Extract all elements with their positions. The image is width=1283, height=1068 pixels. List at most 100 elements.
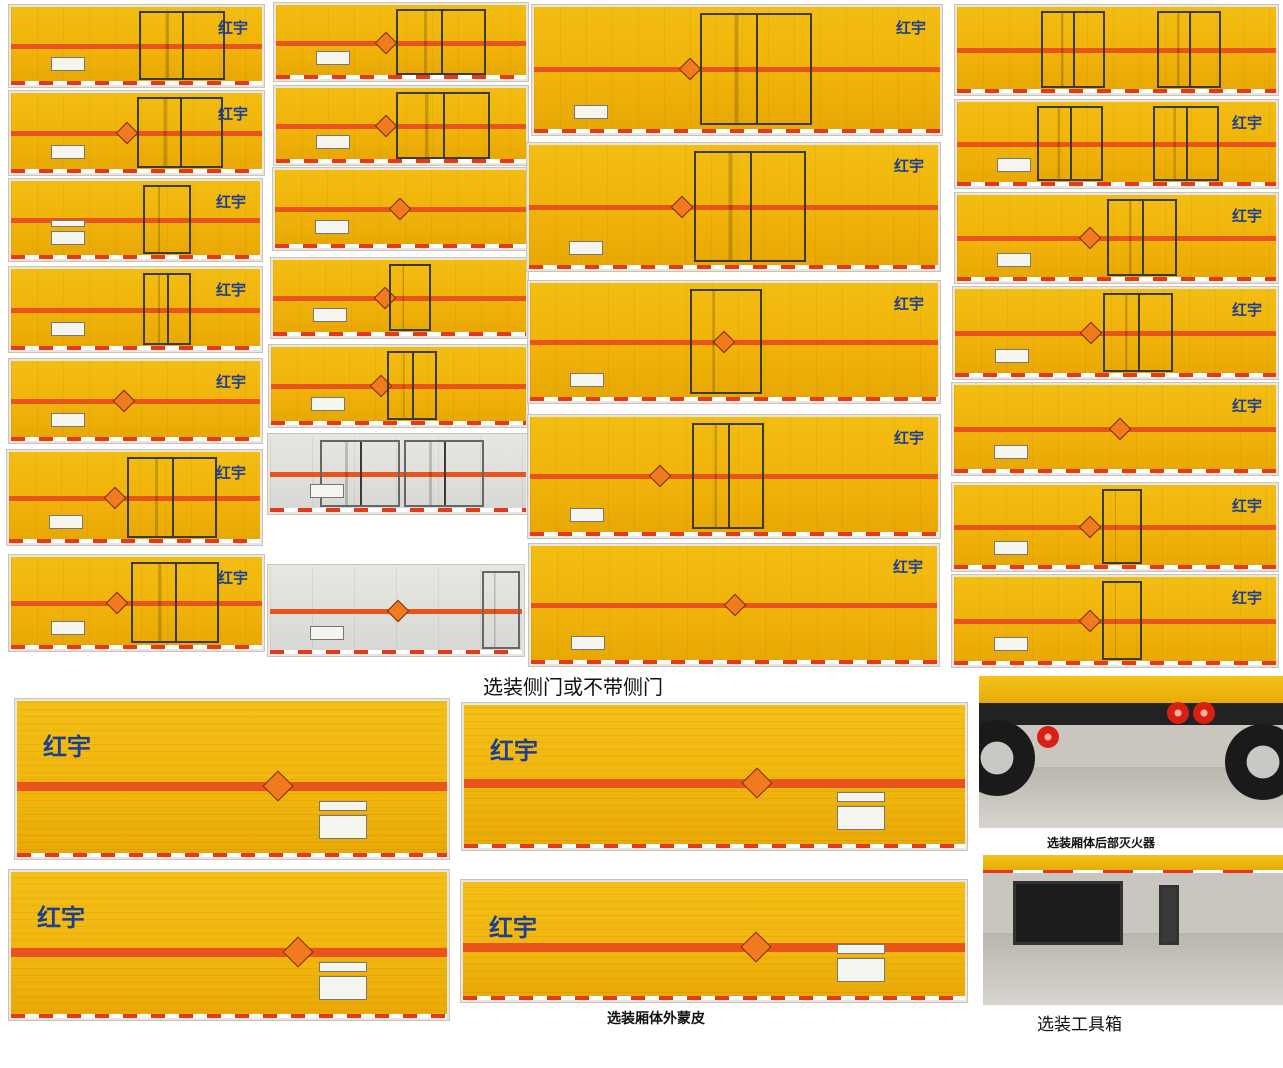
info-plate (570, 373, 604, 387)
side-door (1157, 11, 1221, 88)
reflective-band (276, 159, 526, 163)
brand-logo: 红宇 (1231, 397, 1262, 415)
van-body-panel (269, 345, 528, 427)
caption-outer-skin-option: 选装厢体外蒙皮 (607, 1011, 705, 1027)
side-door (143, 184, 191, 255)
hazard-diamond-sign (386, 599, 410, 623)
warning-stripe (276, 124, 526, 129)
info-plate (319, 962, 367, 972)
side-door (1153, 106, 1219, 181)
van-body-panel-grey (268, 565, 524, 656)
info-plate (51, 57, 85, 71)
hazard-diamond-sign (388, 198, 412, 221)
hazard-diamond-sign (723, 593, 747, 616)
side-door (396, 91, 490, 159)
side-door (1102, 489, 1142, 564)
side-door (1107, 199, 1177, 276)
hazard-diamond-sign (678, 58, 702, 81)
info-plate (571, 636, 605, 650)
wheel (1225, 724, 1283, 800)
info-plate (994, 637, 1028, 651)
brand-logo: 红宇 (37, 903, 85, 932)
reflective-band (955, 373, 1276, 377)
van-body-panel: 红宇 (528, 415, 940, 538)
hazard-diamond-sign (740, 931, 772, 963)
van-body-panel: 红宇 (9, 179, 262, 261)
brand-logo: 红宇 (1231, 589, 1262, 607)
warning-stripe (957, 142, 1276, 148)
info-plate (837, 806, 885, 830)
info-plate (51, 220, 85, 227)
van-body-panel-grey (268, 434, 528, 514)
warning-stripe (11, 399, 260, 405)
van-body-panel: 红宇 (527, 143, 940, 271)
side-door (690, 288, 762, 394)
caption-toolbox-option: 选装工具箱 (1037, 1015, 1122, 1035)
brand-logo: 红宇 (893, 295, 924, 313)
warning-stripe (954, 619, 1276, 625)
side-door (131, 561, 219, 644)
brand-logo: 红宇 (217, 569, 248, 587)
warning-stripe (464, 779, 965, 789)
hazard-diamond-sign (1078, 609, 1102, 633)
reflective-band (11, 346, 260, 350)
warning-stripe (530, 474, 938, 480)
van-body-panel: 红宇 (952, 575, 1278, 667)
info-plate (49, 515, 83, 529)
hazard-diamond-sign (1078, 226, 1102, 250)
side-door (396, 8, 486, 75)
info-plate (994, 445, 1028, 459)
info-plate (310, 484, 344, 498)
hazard-diamond-sign (262, 770, 294, 802)
reflective-band (957, 182, 1276, 186)
van-body-panel-skin: 红宇 (15, 699, 449, 859)
reflective-rail (983, 867, 1283, 873)
info-plate (837, 944, 885, 954)
reflective-band (271, 421, 526, 425)
brand-logo: 红宇 (1231, 114, 1262, 132)
warning-stripe (529, 204, 938, 210)
reflective-band (530, 397, 938, 401)
brand-logo: 红宇 (490, 736, 538, 765)
brand-logo: 红宇 (893, 157, 924, 175)
reflective-band (954, 565, 1276, 569)
hazard-diamond-sign (670, 195, 694, 218)
side-door (404, 439, 484, 508)
hazard-diamond-sign (374, 114, 398, 138)
hazard-diamond-sign (648, 464, 672, 488)
van-body-panel: 红宇 (9, 5, 264, 87)
reflective-band (957, 89, 1276, 93)
van-body-panel (271, 258, 528, 338)
reflective-band (11, 255, 260, 259)
brand-logo: 红宇 (43, 732, 91, 761)
info-plate (313, 308, 347, 322)
info-plate (994, 541, 1028, 555)
info-plate (316, 135, 350, 149)
side-door (143, 273, 191, 346)
side-door (389, 263, 431, 332)
cargo-box-underside (979, 676, 1283, 704)
warning-stripe (463, 943, 965, 953)
warning-stripe (276, 40, 526, 46)
info-plate (319, 815, 367, 839)
hazard-diamond-sign (741, 767, 773, 799)
hazard-diamond-sign (1079, 321, 1103, 345)
van-body-panel: 红宇 (9, 91, 264, 175)
warning-stripe (955, 331, 1276, 337)
caption-rear-extinguisher-option: 选装厢体后部灭火器 (1047, 836, 1156, 850)
info-plate (51, 621, 85, 635)
side-door (127, 456, 217, 538)
van-body-panel: 红宇 (9, 555, 264, 651)
van-body-panel (274, 3, 528, 81)
warning-stripe (534, 67, 940, 73)
ground (983, 933, 1283, 1005)
info-plate (837, 792, 885, 802)
side-door (482, 571, 520, 649)
brand-logo: 红宇 (893, 429, 924, 447)
fire-extinguisher-icon (1037, 726, 1059, 748)
van-body-panel: 红宇 (532, 5, 942, 135)
hazard-diamond-sign (374, 31, 398, 54)
reflective-band (17, 853, 447, 857)
info-plate (315, 220, 349, 234)
brand-logo: 红宇 (1231, 497, 1262, 515)
